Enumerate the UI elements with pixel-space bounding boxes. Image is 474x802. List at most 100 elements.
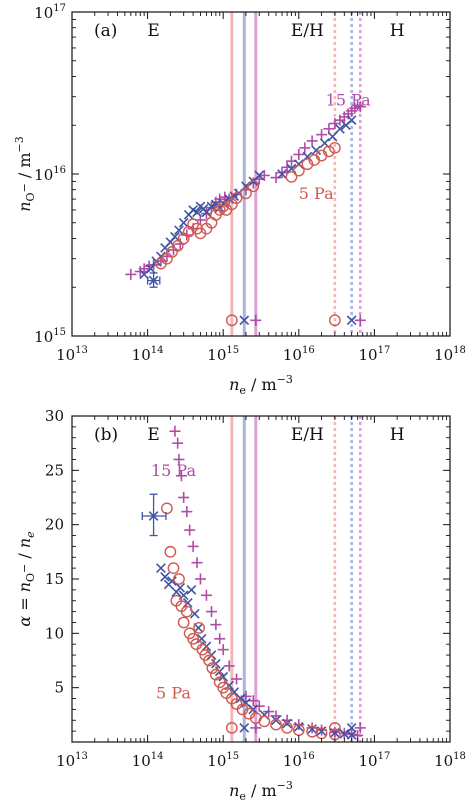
x-axis-title: ne / m−3 [229, 373, 293, 397]
threshold-marker-pa5 [225, 721, 238, 734]
x-tick-label: 1014 [132, 751, 164, 770]
error-bar [146, 272, 161, 288]
data-point [247, 695, 259, 707]
data-point [293, 148, 305, 160]
data-point [145, 263, 156, 274]
x-tick-label: 1018 [434, 345, 466, 364]
threshold-lines [225, 12, 366, 336]
data-point [352, 99, 364, 111]
data-point [167, 576, 177, 587]
data-point [178, 492, 190, 503]
data-point [203, 654, 215, 667]
panel-label: (b) [94, 425, 118, 445]
data-point [210, 619, 222, 631]
data-point [193, 622, 206, 634]
data-point [217, 200, 230, 213]
data-point [175, 582, 186, 593]
data-point [270, 718, 282, 731]
data-point [187, 540, 199, 552]
data-point [125, 268, 137, 280]
y-axis-title: α = nO− / ne [15, 531, 37, 627]
data-point [271, 715, 281, 726]
error-bar-point [148, 275, 159, 286]
data-point [181, 506, 193, 518]
data-point [200, 208, 212, 220]
data-point [258, 715, 271, 728]
y-tick-label: 1016 [34, 165, 66, 184]
threshold-marker-pa5 [328, 314, 341, 327]
data-point [240, 187, 252, 200]
data-point [307, 724, 317, 734]
panel-a: 1013 1014 1015 1016 1017 1018 1015 1016 1017 ne /… [13, 3, 466, 397]
threshold-marker-pa15 [354, 314, 366, 326]
threshold-marker-pa5 [225, 314, 238, 327]
data-point [214, 633, 226, 645]
y-tick-label: 30 [45, 407, 64, 425]
data-point [322, 145, 335, 158]
region-label: H [390, 425, 405, 445]
x-tick-label: 1017 [358, 751, 390, 770]
data-point [186, 585, 197, 595]
threshold-marker-pa10 [239, 723, 250, 733]
threshold-lines [225, 416, 366, 742]
data-point [191, 557, 203, 569]
series-label-pa15: 15 Pa [151, 461, 196, 480]
data-point [301, 158, 314, 171]
series-label-pa15: 15 Pa [326, 90, 371, 109]
data-point [196, 633, 207, 644]
data-point [346, 730, 357, 740]
x-tick-label: 1016 [283, 345, 315, 364]
data-point [213, 204, 226, 216]
x-tick-label: 1014 [132, 345, 164, 364]
y-tick-label: 25 [45, 461, 64, 479]
data-point [169, 425, 181, 437]
data-point [281, 721, 293, 734]
data-point [306, 135, 318, 147]
data-point [230, 192, 243, 204]
data-point [172, 437, 184, 449]
plot-frame [71, 415, 451, 743]
region-label: E/H [291, 21, 324, 41]
y-tick-label: 10 [45, 624, 64, 642]
data-point [254, 170, 265, 181]
data-point [247, 180, 260, 193]
data-points [125, 99, 366, 280]
data-point [346, 115, 357, 126]
x-tick-label: 1013 [56, 751, 88, 770]
y-axis-title: nO− / m−3 [13, 136, 37, 212]
data-point [354, 101, 366, 113]
x-tick-label: 1017 [358, 345, 390, 364]
data-point [173, 573, 185, 585]
region-label: H [390, 21, 405, 41]
series-label-pa5: 5 Pa [156, 684, 191, 703]
data-point [299, 142, 311, 154]
error-bar-point [148, 511, 159, 521]
y-tick-label: 15 [45, 570, 64, 588]
data-point [173, 453, 185, 465]
data-point [177, 616, 190, 629]
data-point [258, 169, 270, 181]
region-label: E [147, 425, 159, 445]
data-point [270, 172, 282, 184]
data-point [182, 598, 193, 608]
data-point [285, 170, 298, 183]
data-point [170, 231, 180, 242]
data-point [156, 563, 166, 573]
data-point [277, 169, 287, 179]
x-axis: 1013 1014 1015 1016 1017 1018 [56, 12, 466, 364]
data-point [223, 660, 235, 672]
x-tick-label: 1013 [56, 345, 88, 364]
data-point [335, 123, 345, 134]
threshold-marker-pa15 [250, 314, 262, 326]
threshold-marker-pa15 [250, 722, 262, 734]
series-label-pa5: 5 Pa [299, 184, 334, 203]
threshold-marker-pa15 [354, 722, 366, 734]
data-point [327, 131, 338, 142]
x-tick-label: 1016 [283, 751, 315, 770]
threshold-marker-pa10 [346, 723, 357, 733]
threshold-marker-pa10 [239, 315, 250, 326]
y-axis: 1015 1016 1017 [34, 3, 450, 346]
y-tick-label: 5 [54, 679, 64, 697]
data-point [178, 217, 189, 228]
